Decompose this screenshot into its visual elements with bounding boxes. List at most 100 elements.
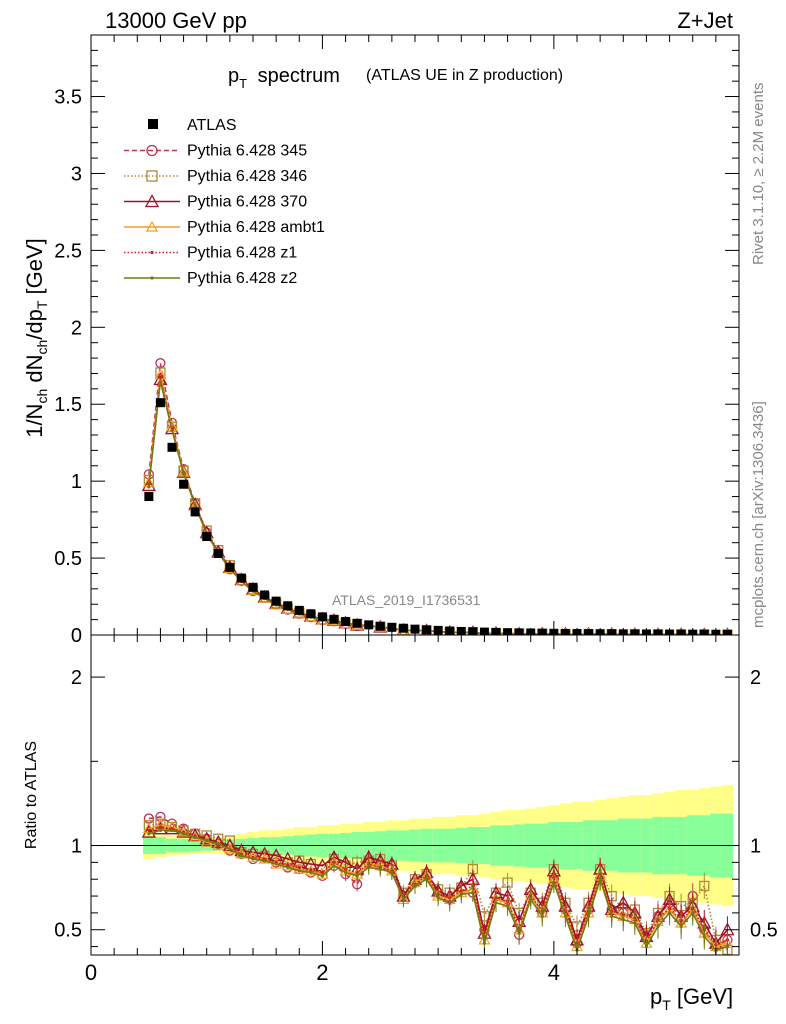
data-point	[514, 628, 524, 635]
series-marker	[251, 857, 255, 861]
series-marker	[656, 924, 660, 928]
analysis-watermark: ATLAS_2019_I1736531	[332, 592, 481, 608]
data-point	[722, 629, 732, 635]
data-point	[445, 626, 455, 635]
series-marker	[436, 896, 440, 900]
x-tick-label: 0	[85, 960, 97, 985]
series-marker	[309, 870, 313, 875]
series-marker	[141, 478, 156, 492]
data-point	[306, 609, 316, 619]
ratio-series-group	[141, 811, 735, 955]
series-marker	[147, 485, 151, 489]
ratio-tick-label-right: 0.5	[750, 920, 778, 942]
data-point	[375, 621, 385, 631]
series-marker	[193, 835, 197, 839]
data-point	[364, 620, 374, 630]
series-marker	[702, 934, 706, 939]
series-marker	[552, 880, 556, 885]
data-point	[167, 442, 177, 452]
series-marker	[181, 472, 186, 476]
data-point	[341, 616, 351, 626]
series-marker	[598, 877, 602, 881]
series-marker	[246, 851, 260, 862]
series-marker	[280, 851, 295, 865]
series-marker	[563, 914, 568, 918]
series-marker	[459, 892, 463, 896]
y-tick-label: 3.5	[54, 87, 82, 109]
data-point	[491, 627, 501, 635]
series-marker	[699, 880, 710, 892]
data-point	[271, 596, 281, 606]
axis-ticks	[90, 34, 740, 955]
data-point	[190, 507, 200, 517]
series-marker	[222, 838, 237, 852]
data-point	[584, 629, 594, 635]
series-marker	[332, 864, 336, 868]
data-point	[352, 618, 362, 628]
legend-label: Pythia 6.428 370	[187, 194, 307, 211]
ratio-tick-label-left: 0.5	[54, 920, 82, 942]
ratio-tick-label-left: 2	[71, 667, 82, 689]
data-point	[144, 492, 154, 502]
series-marker	[258, 852, 271, 864]
ratio-tick-label-right: 2	[750, 667, 761, 689]
y-tick-label: 1.5	[54, 394, 82, 416]
chart-title: pT spectrum	[228, 65, 340, 91]
ratio-tick-label-left: 1	[71, 836, 82, 858]
side-label-bottom: mcplots.cern.ch [arXiv:1306.3436]	[750, 401, 767, 628]
series-marker	[725, 944, 730, 949]
series-marker	[144, 194, 160, 208]
series-marker	[297, 865, 301, 870]
x-axis-label: pT [GeV]	[650, 984, 733, 1013]
data-point	[653, 629, 663, 635]
x-tick-label: 4	[548, 960, 560, 985]
header-right: Z+Jet	[677, 8, 733, 33]
data-point	[213, 548, 223, 558]
data-point	[248, 582, 258, 592]
series-marker	[303, 856, 318, 870]
data-point	[387, 622, 397, 632]
y-tick-label: 0	[71, 625, 82, 647]
y-tick-label: 3	[71, 163, 82, 185]
series-marker	[320, 870, 325, 875]
series-marker	[691, 911, 695, 915]
series-marker	[199, 831, 214, 845]
y-tick-label: 2	[71, 317, 82, 339]
series-marker	[262, 859, 267, 863]
data-point	[329, 614, 339, 624]
series-marker	[158, 825, 163, 829]
data-point	[607, 629, 617, 635]
data-point	[294, 605, 304, 615]
series-marker	[367, 865, 371, 870]
series-marker	[147, 828, 151, 832]
data-point	[155, 398, 165, 408]
data-point	[202, 532, 212, 542]
series-marker	[193, 504, 197, 508]
series-marker	[633, 921, 637, 925]
data-point	[283, 601, 293, 611]
series-marker	[158, 380, 163, 384]
series-marker	[413, 884, 417, 888]
data-point	[699, 629, 709, 635]
series-marker	[378, 867, 382, 871]
y-tick-label: 2.5	[54, 240, 82, 262]
series-marker	[505, 904, 510, 908]
legend: ATLAS Pythia 6.428 345 Pythia 6.428 346 Pyt…	[124, 117, 325, 287]
x-tick-label: 2	[316, 960, 328, 985]
series-marker	[401, 897, 406, 902]
data-point	[179, 479, 189, 489]
series-marker	[315, 858, 330, 872]
legend-data-marker	[148, 119, 158, 129]
series-marker	[239, 854, 244, 858]
series-marker	[471, 891, 475, 895]
series-marker	[269, 848, 284, 862]
ratio-tick-label-right: 1	[750, 836, 761, 858]
series-marker	[150, 276, 154, 280]
y-tick-label: 0.5	[54, 548, 82, 570]
series-marker	[343, 870, 348, 875]
series-marker	[529, 897, 533, 902]
series-marker	[216, 842, 220, 846]
series-marker	[158, 375, 163, 379]
series-marker	[145, 220, 159, 232]
